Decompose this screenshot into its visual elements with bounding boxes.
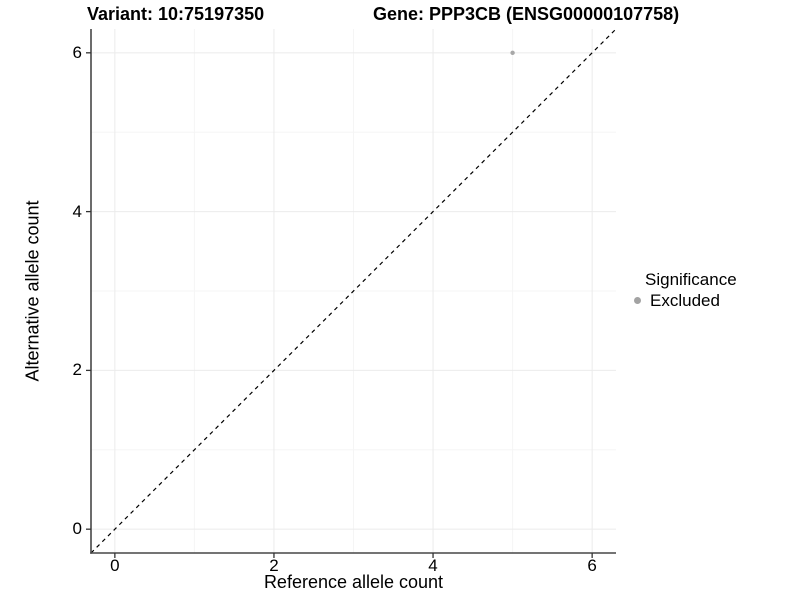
y-tick-label: 6 [72, 42, 82, 62]
legend-point-icon [634, 297, 641, 304]
x-tick-label: 0 [110, 556, 120, 575]
legend: Significance Excluded [631, 270, 737, 310]
x-tick-label: 2 [269, 556, 279, 575]
x-axis-label: Reference allele count [263, 572, 444, 592]
data-point [510, 50, 515, 56]
x-tick-label: 4 [428, 556, 438, 575]
identity-line [90, 28, 617, 554]
y-tick-label: 0 [72, 519, 82, 539]
y-tick-label: 2 [72, 360, 82, 380]
y-tick-label: 4 [72, 201, 82, 221]
plot-title-gene: Gene: PPP3CB (ENSG00000107758) [373, 4, 680, 24]
x-tick-label: 6 [587, 556, 597, 575]
legend-title: Significance [645, 270, 737, 289]
legend-item-label: Excluded [650, 291, 720, 310]
legend-item-excluded: Excluded [631, 291, 737, 310]
plot-title-variant: Variant: 10:75197350 [87, 4, 265, 24]
y-axis-label: Alternative allele count [22, 200, 43, 382]
